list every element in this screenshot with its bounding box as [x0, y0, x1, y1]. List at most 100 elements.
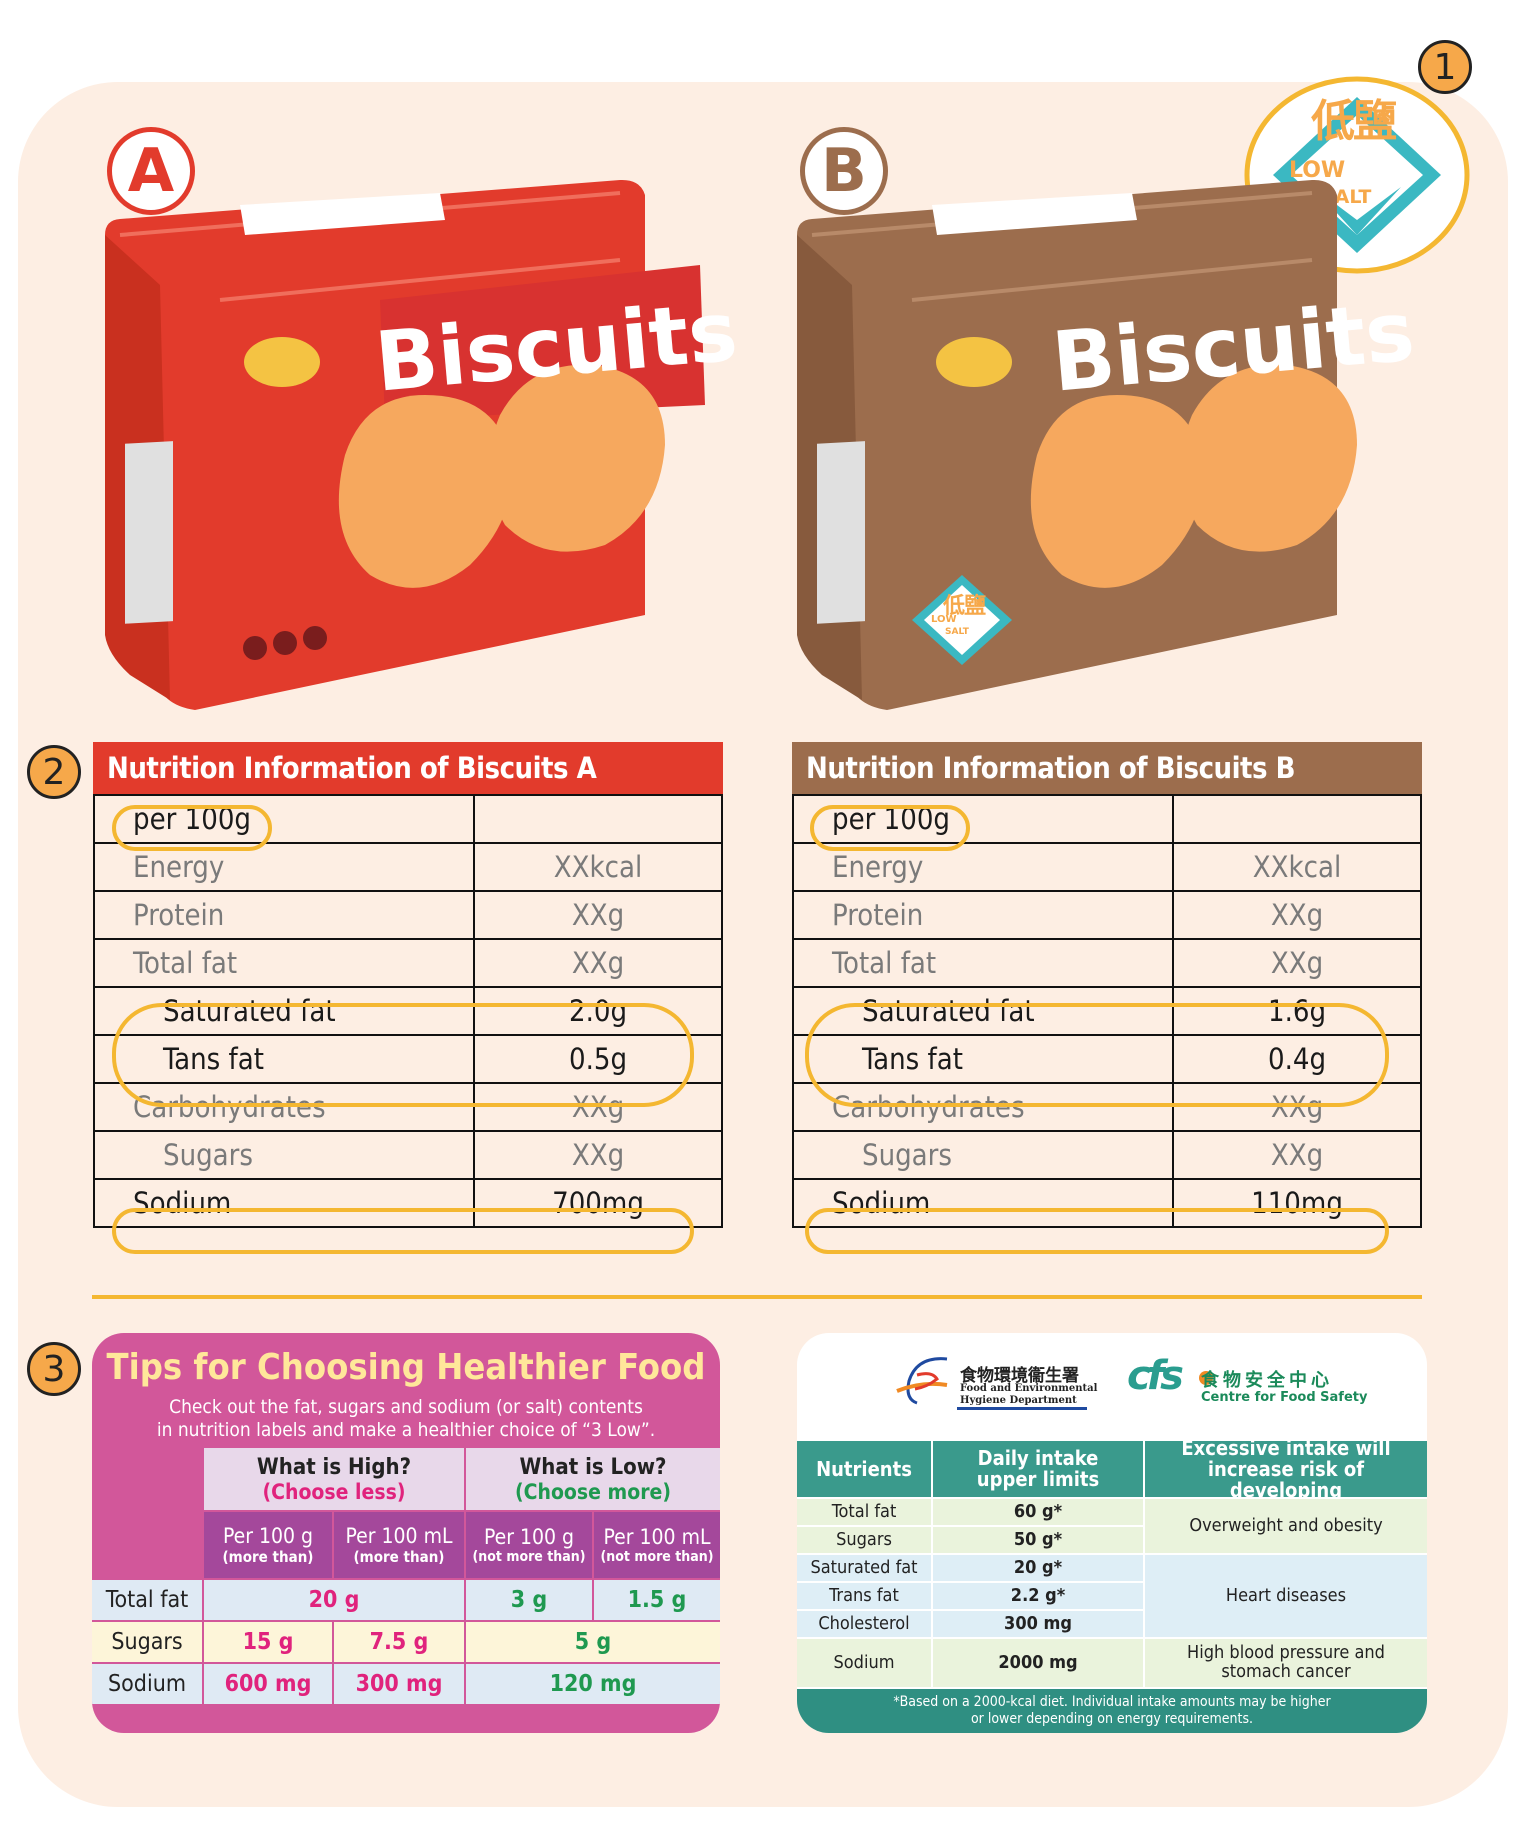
tips-value: 1.5 g: [594, 1580, 720, 1620]
box-b-logo-salt: SALT: [945, 627, 969, 637]
nutrient-limit: 2000 mg: [933, 1639, 1143, 1687]
number-badge-1: 1: [1418, 40, 1472, 94]
not-more-than-label: (not more than): [472, 1549, 586, 1565]
nutrient-value: XXg: [1172, 938, 1422, 988]
risk-text: Heart diseases: [1145, 1555, 1427, 1637]
badge-b: B: [800, 127, 888, 215]
tips-panel: Tips for Choosing Healthier Food Check o…: [92, 1333, 720, 1733]
table-row: Sugars XXg: [792, 1130, 1422, 1180]
section-divider: [92, 1295, 1422, 1299]
what-is-low-header: What is Low? (Choose more): [466, 1448, 720, 1510]
not-more-than-label: (not more than): [600, 1549, 714, 1565]
fehd-underline: [957, 1407, 1087, 1410]
low-per100ml-header: Per 100 mL (not more than): [594, 1512, 720, 1578]
nutrient-label: Protein: [792, 890, 1174, 940]
col-nutrients: Nutrients: [797, 1441, 931, 1497]
nutrient-name: Saturated fat: [797, 1555, 931, 1581]
nutrition-table-b: Nutrition Information of Biscuits B per …: [792, 742, 1422, 1228]
tips-value: 3 g: [466, 1580, 592, 1620]
col-daily-limit: Daily intake upper limits: [933, 1441, 1143, 1497]
tips-value: 20 g: [204, 1580, 464, 1620]
table-row: Total fat XXg: [792, 938, 1422, 988]
tips-value: 300 mg: [334, 1664, 464, 1704]
nutrient-value: 700mg: [473, 1178, 723, 1228]
nutrition-table-a-title: Nutrition Information of Biscuits A: [93, 742, 723, 794]
number-badge-3: 3: [27, 1342, 81, 1396]
what-is-high-label: What is High?: [256, 1454, 412, 1480]
tips-value: 15 g: [204, 1622, 332, 1662]
nutrient-value: XXg: [1172, 890, 1422, 940]
table-row: Sodium 700mg: [93, 1178, 723, 1228]
cfs-cn: 食物安全中心: [1201, 1370, 1333, 1391]
nutrient-label: Carbohydrates: [93, 1082, 475, 1132]
nutrient-limit: 50 g*: [933, 1527, 1143, 1553]
nutrient-label: Sodium: [93, 1178, 475, 1228]
biscuit-box-a: [100, 175, 740, 715]
more-than-label: (more than): [222, 1548, 314, 1566]
nutrition-table-b-title: Nutrition Information of Biscuits B: [792, 742, 1422, 794]
tips-subtitle-2: in nutrition labels and make a healthier…: [156, 1419, 656, 1441]
low-salt-cn: 低鹽: [1311, 96, 1397, 147]
tips-row-label: Sugars: [92, 1622, 202, 1662]
basis-label: per 100g: [93, 794, 475, 844]
nutrient-limit: 20 g*: [933, 1555, 1143, 1581]
table-row: per 100g: [93, 794, 723, 844]
tips-subtitle-1: Check out the fat, sugars and sodium (or…: [169, 1396, 643, 1418]
nutrient-value: XXkcal: [1172, 842, 1422, 892]
box-b-logo-low: LOW: [931, 614, 957, 625]
footnote-line-1: *Based on a 2000-kcal diet. Individual i…: [893, 1693, 1331, 1710]
table-row: Sugars XXg: [93, 1130, 723, 1180]
risk-text: High blood pressure and stomach cancer: [1145, 1639, 1427, 1687]
nutrient-value: XXg: [473, 1082, 723, 1132]
nutrient-label: Saturated fat: [792, 986, 1174, 1036]
nutrient-name: Cholesterol: [797, 1611, 931, 1637]
tips-value: 5 g: [466, 1622, 720, 1662]
nutrient-limit: 300 mg: [933, 1611, 1143, 1637]
nutrient-limit: 2.2 g*: [933, 1583, 1143, 1609]
highlight-ring: [805, 1208, 1389, 1254]
highlight-ring: [112, 1003, 694, 1107]
nutrient-value: 110mg: [1172, 1178, 1422, 1228]
nutrient-label: Sodium: [792, 1178, 1174, 1228]
footnote-bar: [797, 1689, 1427, 1733]
nutrient-label: Sugars: [93, 1130, 475, 1180]
table-row: Total fat XXg: [93, 938, 723, 988]
nutrient-value: XXg: [473, 938, 723, 988]
badge-a: A: [107, 127, 195, 215]
what-is-high-header: What is High? (Choose less): [204, 1448, 464, 1510]
tips-value: 120 mg: [466, 1664, 720, 1704]
fehd-en-1: Food and Environmental: [960, 1383, 1098, 1394]
fehd-en-2: Hygiene Department: [960, 1395, 1077, 1406]
cfs-dot: [1199, 1371, 1213, 1385]
highlight-ring: [810, 805, 970, 851]
table-row: Protein XXg: [93, 890, 723, 940]
fehd-logo-icon: [896, 1357, 948, 1405]
biscuit-box-b-illustration: [797, 179, 1357, 711]
nutrient-limit: 60 g*: [933, 1499, 1143, 1525]
low-salt-low: LOW: [1289, 158, 1346, 183]
per100ml-label: Per 100 mL: [345, 1524, 453, 1548]
highlight-ring: [112, 805, 272, 851]
daily-intake-panel: 食物環境衞生署 Food and Environmental Hygiene D…: [797, 1333, 1427, 1733]
tips-value: 7.5 g: [334, 1622, 464, 1662]
nutrient-label: Carbohydrates: [792, 1082, 1174, 1132]
high-per100g-header: Per 100 g (more than): [204, 1512, 332, 1578]
nutrient-label: Total fat: [93, 938, 475, 988]
nutrient-label: Tans fat: [792, 1034, 1174, 1084]
tips-row-label: Total fat: [92, 1580, 202, 1620]
more-than-label: (more than): [353, 1548, 445, 1566]
per100g-label: Per 100 g: [483, 1525, 575, 1549]
table-row: Carbohydrates XXg: [792, 1082, 1422, 1132]
risk-text: Overweight and obesity: [1145, 1499, 1427, 1553]
nutrition-table-a: Nutrition Information of Biscuits A per …: [93, 742, 723, 1228]
tips-row-label: Sodium: [92, 1664, 202, 1704]
table-row: per 100g: [792, 794, 1422, 844]
box-b-logo-cn: 低鹽: [943, 594, 986, 619]
nutrient-name: Total fat: [797, 1499, 931, 1525]
what-is-low-label: What is Low?: [519, 1454, 667, 1480]
nutrient-value: XXg: [1172, 1082, 1422, 1132]
highlight-ring: [112, 1208, 694, 1254]
footnote-line-2: or lower depending on energy requirement…: [970, 1710, 1254, 1727]
table-row: Carbohydrates XXg: [93, 1082, 723, 1132]
choose-less-label: (Choose less): [262, 1479, 406, 1504]
